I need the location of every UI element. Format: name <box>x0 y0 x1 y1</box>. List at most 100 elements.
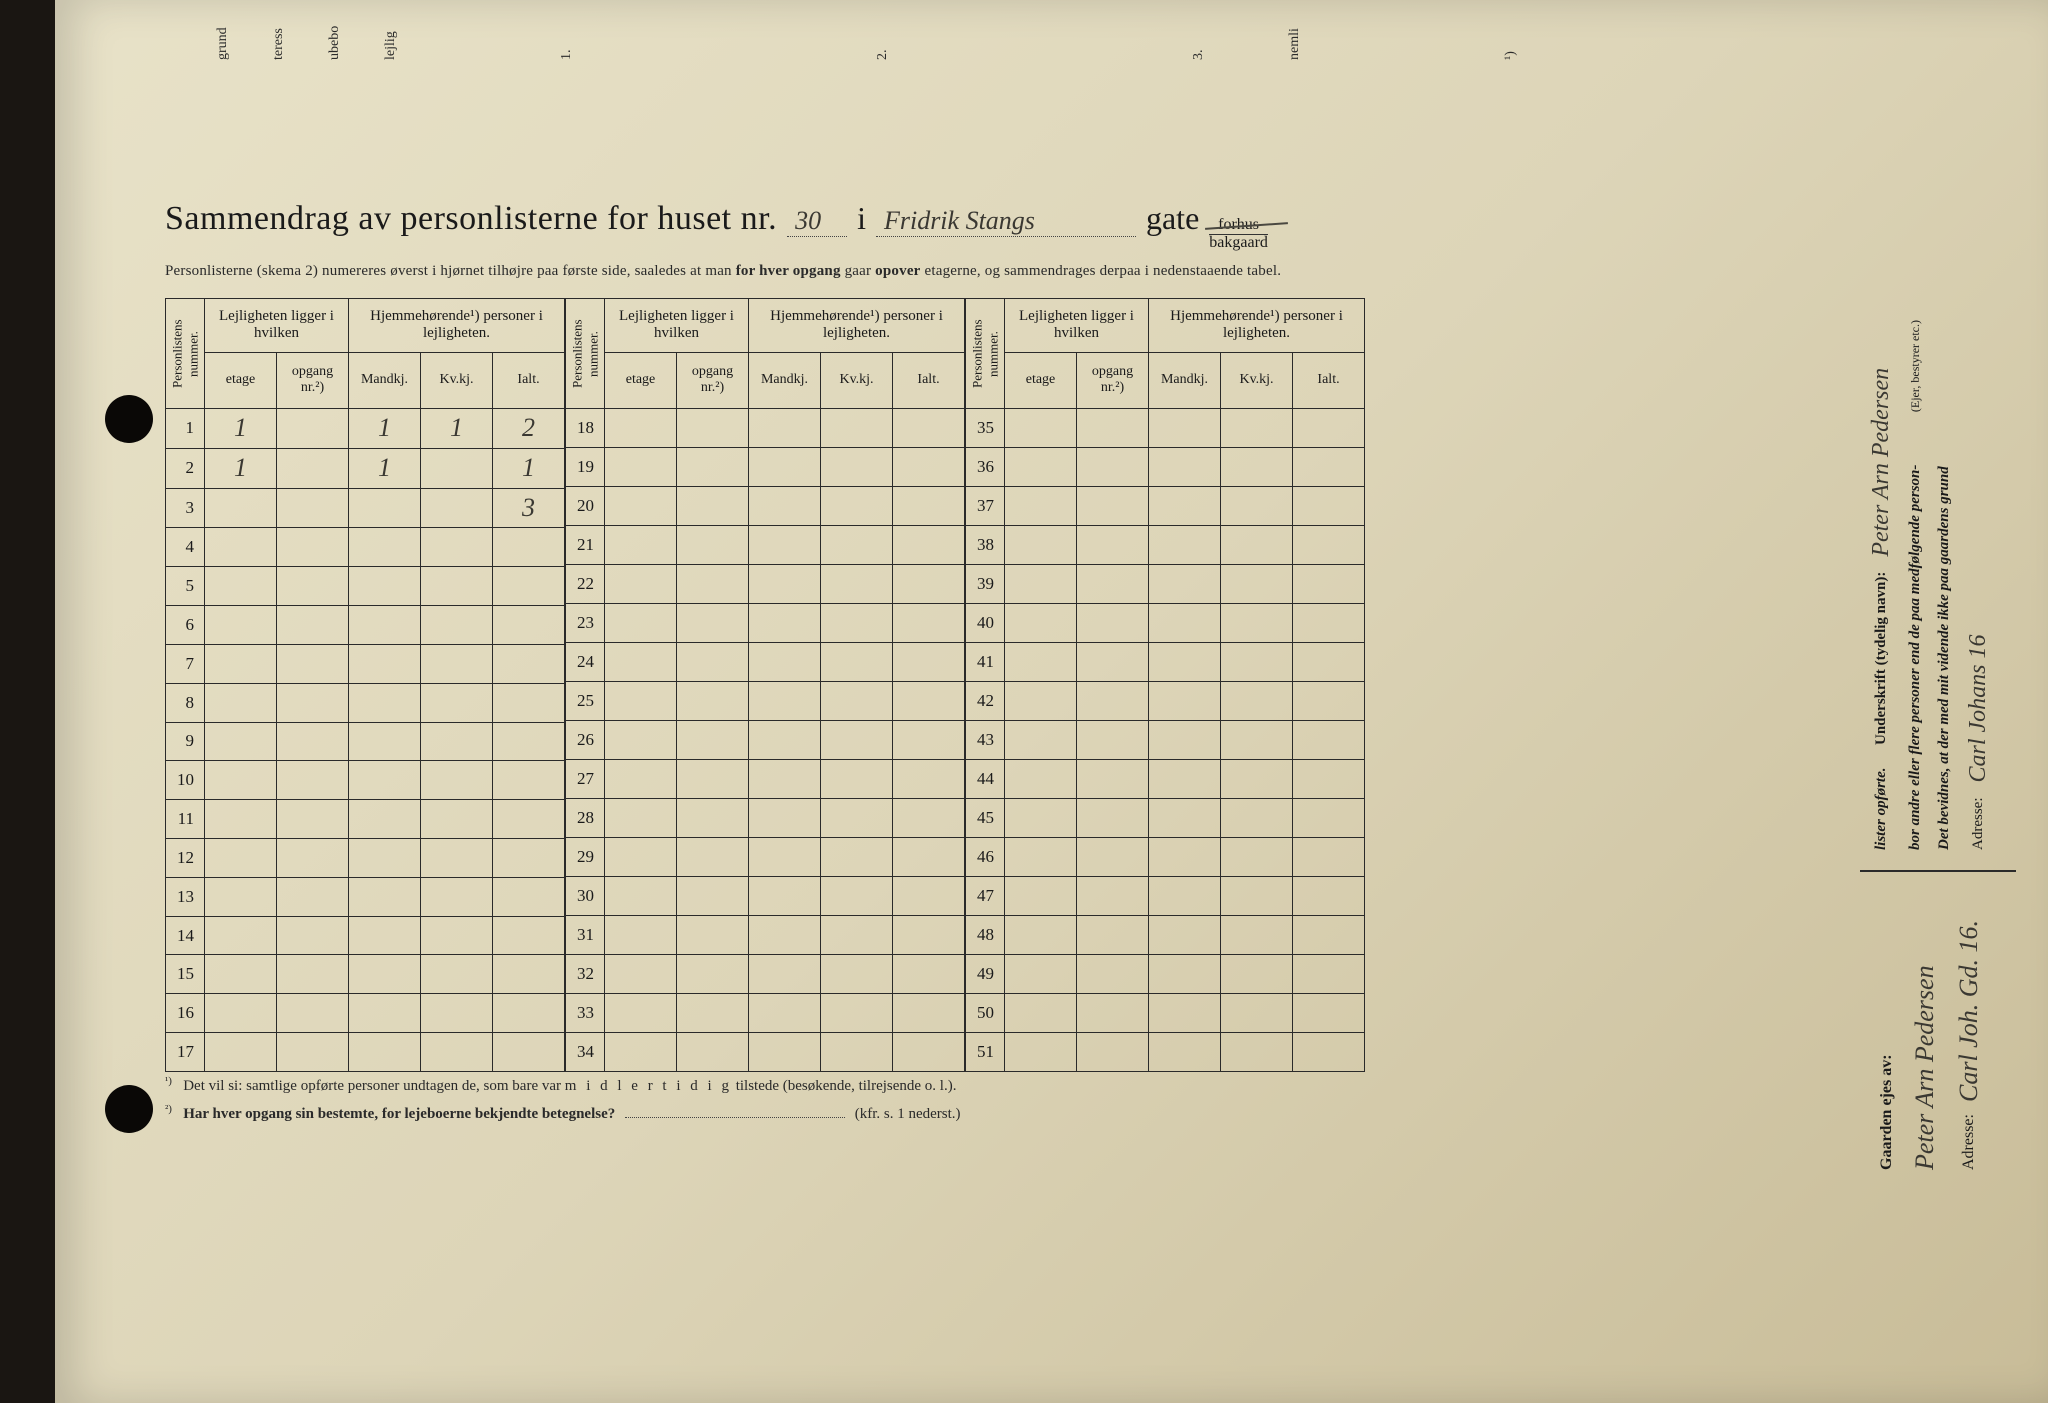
cell-opgang <box>277 644 349 683</box>
cell-etage <box>605 994 677 1033</box>
cell-mandkj <box>349 606 421 645</box>
cell-opgang <box>277 916 349 955</box>
cell-kvkj <box>821 760 893 799</box>
table-row: 43 <box>966 721 1365 760</box>
table-row: 49 <box>966 955 1365 994</box>
cell-etage <box>1005 487 1077 526</box>
footnote-2-blank <box>625 1117 845 1118</box>
cell-kvkj <box>821 955 893 994</box>
subtitle-c: gaar <box>841 263 876 279</box>
cell-mandkj <box>749 565 821 604</box>
cell-ialt <box>893 877 965 916</box>
cell-etage <box>205 916 277 955</box>
table-row: 51 <box>966 1033 1365 1072</box>
cell-mandkj <box>749 877 821 916</box>
table-row: 17 <box>166 1033 565 1072</box>
cell-ialt <box>1293 994 1365 1033</box>
row-number: 43 <box>966 721 1005 760</box>
cell-opgang <box>1077 409 1149 448</box>
cell-opgang <box>1077 955 1149 994</box>
cell-opgang <box>277 606 349 645</box>
subtitle-text: Personlisterne (skema 2) numereres øvers… <box>165 263 1845 280</box>
cell-opgang <box>677 448 749 487</box>
cell-opgang <box>677 1033 749 1072</box>
cell-etage <box>205 838 277 877</box>
footnote-1-tail: tilstede (besøkende, tilrejsende o. l.). <box>736 1078 957 1094</box>
row-number: 38 <box>966 526 1005 565</box>
footnote-1-spaced: m i d l e r t i d i g <box>565 1078 732 1094</box>
forhus-label: forhus <box>1209 217 1268 235</box>
table-row: 24 <box>566 643 965 682</box>
forhus-bakgaard-stack: forhus bakgaard <box>1209 217 1268 251</box>
row-number: 42 <box>966 682 1005 721</box>
cell-ialt <box>493 606 565 645</box>
cell-etage <box>205 528 277 567</box>
row-number: 33 <box>566 994 605 1033</box>
cell-opgang <box>677 682 749 721</box>
cell-mandkj <box>349 722 421 761</box>
table-row: 15 <box>166 955 565 994</box>
row-number: 45 <box>966 799 1005 838</box>
row-number: 48 <box>966 916 1005 955</box>
table-row: 11112 <box>166 409 565 449</box>
cell-ialt: 1 <box>493 448 565 488</box>
table-row: 16 <box>166 994 565 1033</box>
bevidnes-c: lister opførte. <box>1873 768 1889 851</box>
cell-kvkj <box>1221 487 1293 526</box>
cell-kvkj <box>421 722 493 761</box>
cell-opgang <box>677 799 749 838</box>
gaarden-label: Gaarden ejes av: <box>1878 1054 1895 1170</box>
census-table-group: Personlistens nummer.Lejligheten ligger … <box>165 298 565 1072</box>
cell-opgang <box>277 1033 349 1072</box>
cell-mandkj <box>349 644 421 683</box>
table-row: 8 <box>166 683 565 722</box>
cell-etage <box>1005 838 1077 877</box>
footnote-2-question: Har hver opgang sin bestemte, for lejebo… <box>183 1106 615 1122</box>
row-number: 24 <box>566 643 605 682</box>
cell-etage <box>1005 643 1077 682</box>
title-i: i <box>857 200 866 237</box>
cell-opgang <box>677 721 749 760</box>
cell-kvkj <box>421 488 493 528</box>
cell-mandkj <box>749 487 821 526</box>
adresse-label-1: Adresse: <box>1970 798 1986 851</box>
cell-kvkj <box>821 448 893 487</box>
table-row: 38 <box>966 526 1365 565</box>
table-row: 34 <box>566 1033 965 1072</box>
cell-kvkj <box>421 683 493 722</box>
right-panel: lister opførte. Underskrift (tydelig nav… <box>1868 210 2008 1170</box>
footnote-1-text: Det vil si: samtlige opførte personer un… <box>183 1078 565 1094</box>
cell-etage: 1 <box>205 409 277 449</box>
row-number: 44 <box>966 760 1005 799</box>
col-lejligheten: Lejligheten ligger i hvilken <box>205 299 349 353</box>
row-number: 1 <box>166 409 205 449</box>
cell-etage <box>1005 682 1077 721</box>
cell-kvkj <box>821 799 893 838</box>
cell-kvkj <box>1221 721 1293 760</box>
cell-ialt <box>893 721 965 760</box>
right-divider <box>1860 870 2016 872</box>
cell-ialt <box>493 877 565 916</box>
row-number: 31 <box>566 916 605 955</box>
table-row: 13 <box>166 877 565 916</box>
table-row: 35 <box>966 409 1365 448</box>
top-edge-fragments: grundteressubebolejlig1.2.3.nemli¹) <box>55 0 2048 80</box>
subtitle-e: etagerne, og sammendrages derpaa i neden… <box>921 263 1282 279</box>
cell-mandkj <box>1149 955 1221 994</box>
cell-opgang <box>1077 487 1149 526</box>
bevidnes-a: Det bevidnes, at der med mit vidende ikk… <box>1936 466 1952 850</box>
cell-mandkj <box>1149 994 1221 1033</box>
cell-kvkj <box>821 565 893 604</box>
row-number: 21 <box>566 526 605 565</box>
census-table-group: Personlistens nummer.Lejligheten ligger … <box>565 298 965 1072</box>
owner-block: Gaarden ejes av: Peter Arn Pedersen Adre… <box>1878 890 1984 1170</box>
cell-mandkj <box>1149 526 1221 565</box>
row-number: 7 <box>166 644 205 683</box>
top-fragment: ¹) <box>1503 0 1519 60</box>
top-fragment: nemli <box>1287 0 1303 60</box>
cell-opgang <box>277 838 349 877</box>
cell-etage <box>605 721 677 760</box>
cell-ialt <box>893 916 965 955</box>
table-row: 27 <box>566 760 965 799</box>
cell-ialt <box>1293 916 1365 955</box>
